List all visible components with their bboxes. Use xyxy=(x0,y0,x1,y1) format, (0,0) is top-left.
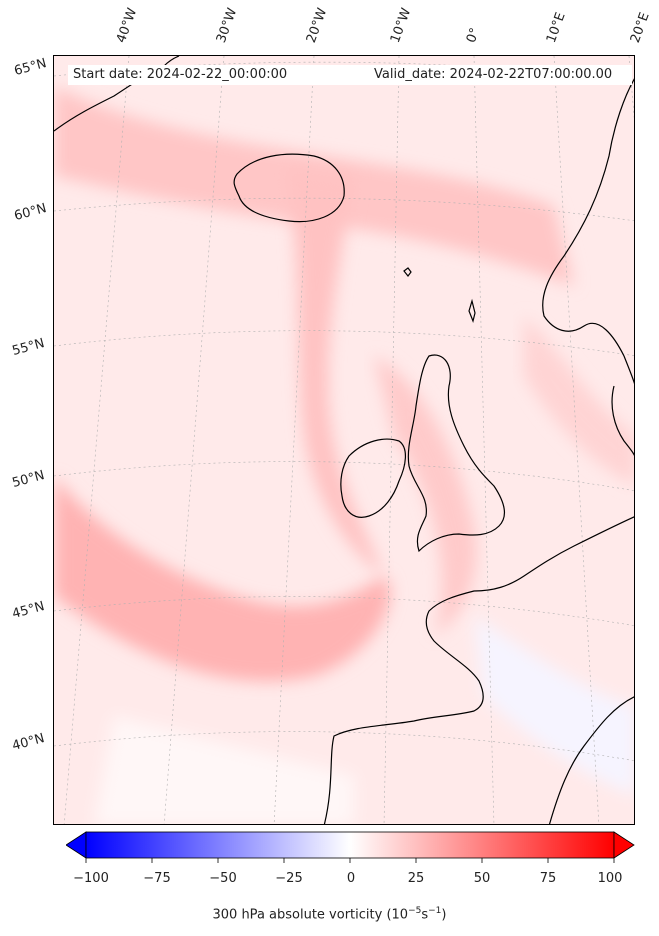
lat-label-45n: 45°N xyxy=(10,599,47,622)
vorticity-band-southwest xyxy=(54,476,391,682)
faroe-islands xyxy=(403,267,412,277)
colorbar xyxy=(66,831,635,863)
norway-coast xyxy=(542,78,634,385)
colorbar-tick: −75 xyxy=(143,871,171,886)
lat-label-60n: 60°N xyxy=(12,201,49,224)
denmark-coast xyxy=(611,385,634,456)
iceland-coast xyxy=(233,153,345,223)
colorbar-tick: 25 xyxy=(407,871,425,886)
lat-label-50n: 50°N xyxy=(10,468,47,491)
iberia-coast xyxy=(548,696,634,824)
colorbar-title-mid: s xyxy=(421,907,429,923)
start-date-label: Start date: 2024-02-22_00:00:00 xyxy=(73,67,288,82)
vorticity-band-scandinavia xyxy=(524,316,634,485)
continental-coast xyxy=(323,516,634,824)
lon-label-40w: 40°W xyxy=(113,6,141,45)
map-panel xyxy=(53,55,635,825)
lat-label-55n: 55°N xyxy=(10,336,47,359)
colorbar-title-text: 300 hPa absolute vorticity (10 xyxy=(212,907,409,923)
vorticity-band-arc xyxy=(284,166,384,576)
colorbar-tick: −50 xyxy=(209,871,237,886)
vorticity-field xyxy=(54,56,634,824)
lon-label-10w: 10°W xyxy=(387,6,415,45)
lon-label-20w: 20°W xyxy=(303,6,331,45)
colorbar-extend-min xyxy=(66,831,87,859)
lat-label-40n: 40°N xyxy=(10,731,47,754)
vorticity-low-south xyxy=(94,716,354,824)
date-banner xyxy=(68,65,632,85)
colorbar-title-end: ) xyxy=(441,907,447,923)
vorticity-low-iberia xyxy=(474,616,634,796)
vorticity-band-uk xyxy=(374,356,477,636)
valid-date-label: Valid_date: 2024-02-22T07:00:00.00 xyxy=(374,67,613,82)
colorbar-title: 300 hPa absolute vorticity (10−5s−1) xyxy=(0,906,659,922)
colorbar-tick: −100 xyxy=(73,871,109,886)
colorbar-tick: 0 xyxy=(346,871,356,886)
colorbar-tick: 100 xyxy=(597,871,623,886)
coastlines xyxy=(54,56,634,824)
colorbar-tick: −25 xyxy=(275,871,303,886)
lon-label-0: 0° xyxy=(463,25,484,45)
vorticity-map xyxy=(54,56,634,824)
lon-label-20e: 20°E xyxy=(627,10,653,46)
shetland xyxy=(468,298,476,323)
colorbar-tick: 50 xyxy=(473,871,491,886)
lon-label-30w: 30°W xyxy=(213,6,241,45)
lat-label-65n: 65°N xyxy=(12,56,49,79)
great-britain-coast xyxy=(407,354,506,553)
colorbar-title-exp1: −5 xyxy=(408,906,422,916)
colorbar-tick: 75 xyxy=(539,871,557,886)
colorbar-title-exp2: −1 xyxy=(428,906,442,916)
colorbar-gradient xyxy=(85,831,615,859)
lon-label-10e: 10°E xyxy=(543,10,569,46)
ireland-coast xyxy=(340,438,406,518)
colorbar-extend-max xyxy=(613,831,635,859)
